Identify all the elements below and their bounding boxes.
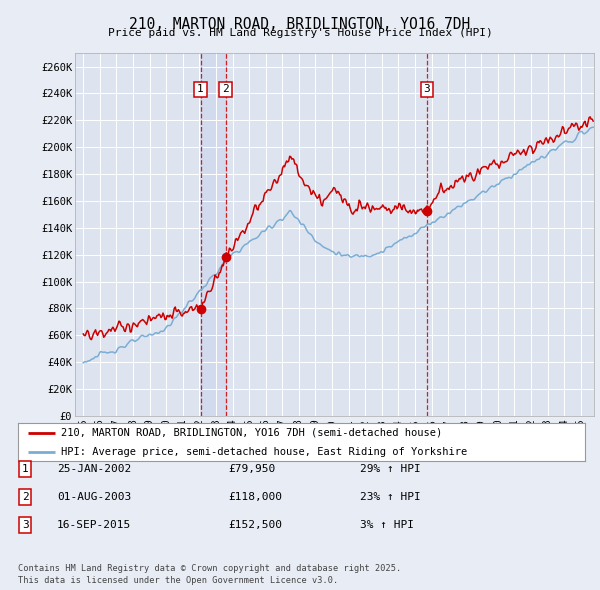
Text: 3% ↑ HPI: 3% ↑ HPI [360,520,414,530]
Text: 25-JAN-2002: 25-JAN-2002 [57,464,131,474]
Text: 2: 2 [22,492,29,502]
Text: 210, MARTON ROAD, BRIDLINGTON, YO16 7DH (semi-detached house): 210, MARTON ROAD, BRIDLINGTON, YO16 7DH … [61,428,442,438]
Text: 01-AUG-2003: 01-AUG-2003 [57,492,131,502]
Text: HPI: Average price, semi-detached house, East Riding of Yorkshire: HPI: Average price, semi-detached house,… [61,447,467,457]
Text: 2: 2 [222,84,229,94]
Text: 29% ↑ HPI: 29% ↑ HPI [360,464,421,474]
Text: £79,950: £79,950 [228,464,275,474]
Text: 1: 1 [197,84,204,94]
Text: 3: 3 [22,520,29,530]
Text: Contains HM Land Registry data © Crown copyright and database right 2025.
This d: Contains HM Land Registry data © Crown c… [18,565,401,585]
Text: 3: 3 [424,84,430,94]
Text: 23% ↑ HPI: 23% ↑ HPI [360,492,421,502]
Text: 1: 1 [22,464,29,474]
Bar [200,53,226,416]
Text: Price paid vs. HM Land Registry's House Price Index (HPI): Price paid vs. HM Land Registry's House … [107,28,493,38]
Text: 16-SEP-2015: 16-SEP-2015 [57,520,131,530]
Text: £118,000: £118,000 [228,492,282,502]
Text: £152,500: £152,500 [228,520,282,530]
Text: 210, MARTON ROAD, BRIDLINGTON, YO16 7DH: 210, MARTON ROAD, BRIDLINGTON, YO16 7DH [130,17,470,31]
